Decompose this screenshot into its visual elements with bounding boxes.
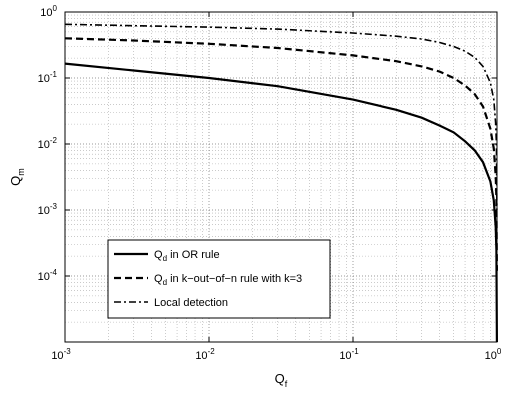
legend-label-2: Qd in k−out−of−n rule with k=3 [154,273,302,287]
x-tick-label: 10-2 [195,347,215,362]
series-line-1 [64,62,498,343]
y-tick-label: 10-2 [38,136,58,151]
tick-layer [64,11,498,342]
series-line-2 [64,37,498,271]
y-tick-label: 10-4 [38,268,58,283]
x-tick-label: 10-1 [339,347,359,362]
label-layer: 10-3 10-2 10-1 100 10-4 10-3 10-2 10-1 100 Qf Qm [8,4,502,389]
series-layer [64,23,498,343]
y-axis-label: Qm [8,168,26,186]
plot-area-frame [64,11,498,343]
legend-label-3: Local detection [154,297,228,309]
y-tick-label: 100 [40,4,57,19]
y-tick-label: 10-3 [38,202,58,217]
x-axis-label: Qf [275,371,288,389]
grid-layer [64,11,498,342]
legend-label-1: Qd in OR rule [154,249,220,263]
y-tick-label: 10-1 [38,70,58,85]
x-tick-label: 10-3 [51,347,71,362]
x-tick-label: 100 [485,347,502,362]
legend-layer: Qd in OR rule Qd in k−out−of−n rule with … [107,239,331,319]
series-line-3 [64,23,498,211]
